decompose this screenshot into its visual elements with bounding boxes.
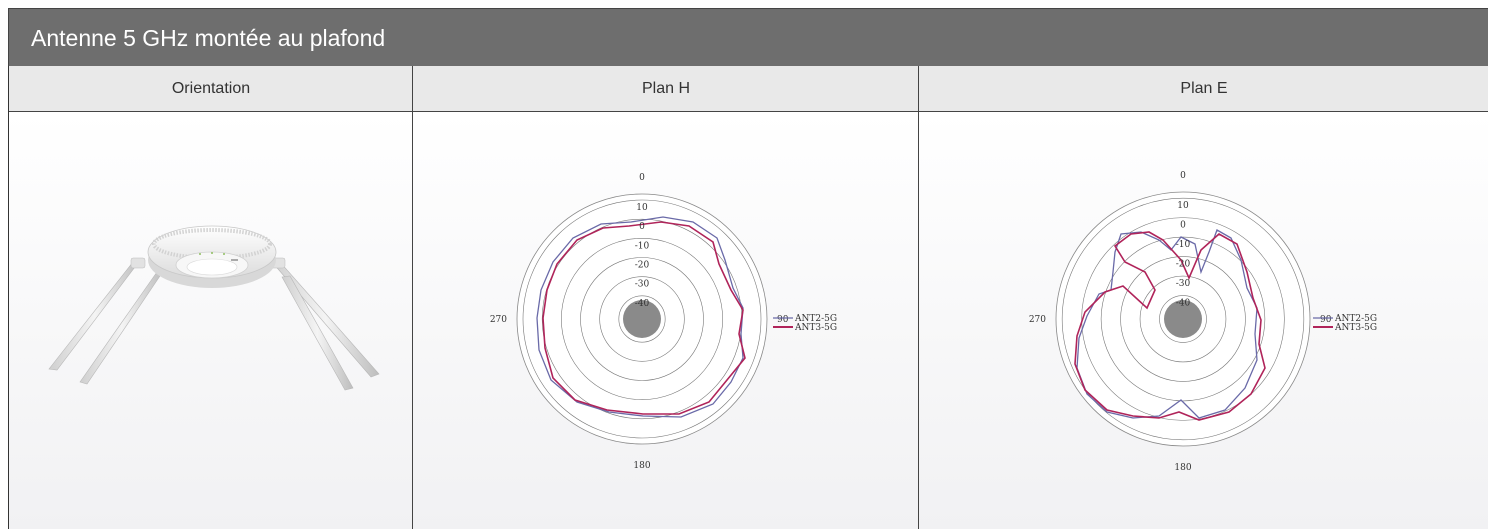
- ring-label: -30: [635, 280, 650, 290]
- column-header-orientation: Orientation: [171, 80, 251, 97]
- angle-label-0: 0: [1180, 171, 1186, 181]
- access-point-image: [48, 225, 380, 391]
- ring-label: 0: [639, 222, 645, 232]
- table-body-row: 10 0 -10 -20 -30 -40 0 90 180 270 ANT2-5G ANT3-5G …: [9, 112, 1488, 529]
- ring-label: 0: [1180, 221, 1186, 231]
- ring-label: 10: [1177, 201, 1189, 211]
- header-divider: [918, 66, 919, 112]
- section-title: Antenne 5 GHz montée au plafond: [8, 8, 1488, 66]
- ring-label: -20: [635, 261, 650, 271]
- polar-ring: [561, 238, 723, 400]
- angle-label-180: 180: [1174, 463, 1191, 473]
- angle-label-0: 0: [639, 173, 645, 183]
- polar-ring: [1120, 256, 1246, 382]
- angle-label-90: 90: [777, 315, 789, 325]
- polar-ring: [618, 295, 666, 343]
- polar-ring: [522, 199, 762, 439]
- column-header-plan-e: Plan E: [1180, 80, 1228, 97]
- plan-h-cell: 10 0 -10 -20 -30 -40 0 90 180 270 ANT2-5G ANT3-5G: [413, 112, 919, 529]
- column-divider: [412, 112, 413, 529]
- polar-ring: [1061, 197, 1305, 441]
- ring-label: -10: [635, 241, 650, 251]
- ring-label: -40: [1176, 299, 1191, 309]
- ring-label: -40: [635, 299, 650, 309]
- plan-e-cell: 10 0 -10 -20 -30 -40 0 90 180 270 ANT2-5G ANT3-5G: [919, 112, 1488, 529]
- polar-ring: [599, 276, 685, 362]
- polar-ring: [1159, 295, 1207, 343]
- legend-label: ANT3-5G: [1334, 323, 1377, 333]
- legend-label: ANT2-5G: [794, 314, 837, 324]
- polar-ring: [1100, 236, 1266, 402]
- ant2-pattern-trace: [1076, 229, 1258, 419]
- table-header-row: Orientation Plan H Plan E: [9, 66, 1488, 112]
- header-divider: [412, 66, 413, 112]
- angle-label-270: 270: [490, 315, 507, 325]
- polar-hub: [623, 300, 661, 338]
- legend-label: ANT2-5G: [1334, 314, 1377, 324]
- ring-label: -10: [1176, 240, 1191, 250]
- polar-ring: [1139, 275, 1227, 363]
- polar-ring: [1081, 217, 1285, 421]
- orientation-cell: [9, 112, 413, 529]
- ant2-pattern-trace: [536, 216, 744, 418]
- ant3-pattern-trace: [1074, 231, 1266, 421]
- polar-ring: [580, 257, 704, 381]
- polar-hub: [1164, 300, 1202, 338]
- ant3-pattern-trace: [542, 221, 746, 415]
- angle-label-90: 90: [1320, 315, 1332, 325]
- antenna-table: Orientation Plan H Plan E: [8, 66, 1488, 529]
- angle-label-180: 180: [633, 461, 650, 471]
- legend-label: ANT3-5G: [794, 323, 837, 333]
- angle-label-270: 270: [1029, 315, 1046, 325]
- ring-label: 10: [636, 203, 648, 213]
- column-divider: [918, 112, 919, 529]
- ring-label: -30: [1176, 279, 1191, 289]
- column-header-plan-h: Plan H: [641, 80, 691, 97]
- ring-label: -20: [1176, 260, 1191, 270]
